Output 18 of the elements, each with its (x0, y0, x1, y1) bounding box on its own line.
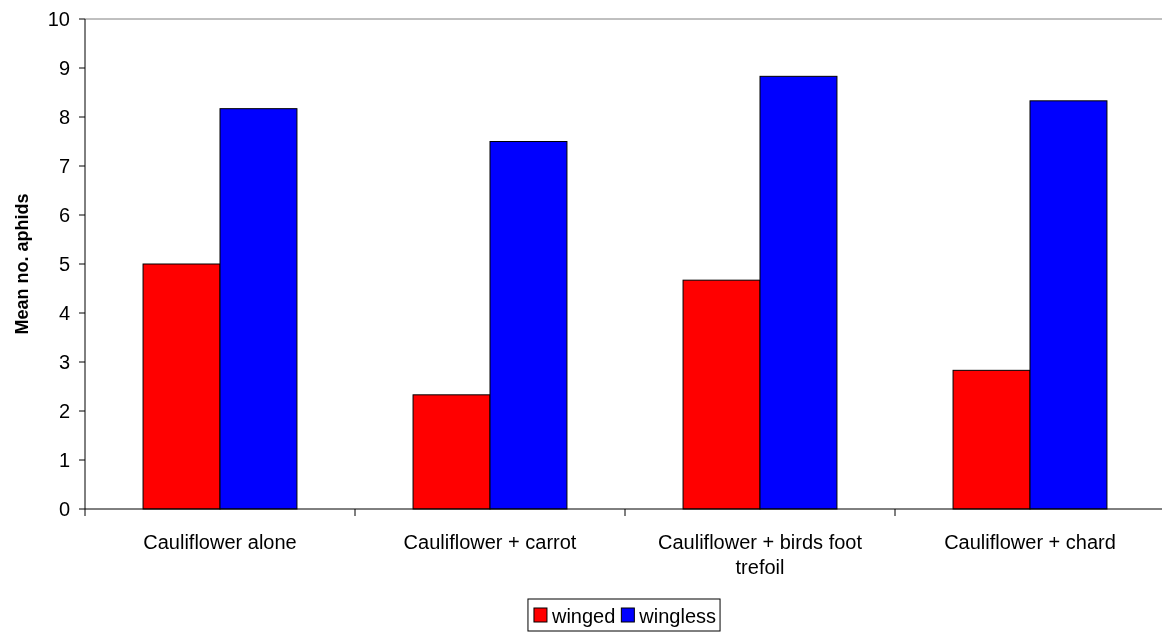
y-tick-label: 5 (58, 253, 70, 275)
y-tick-label: 1 (58, 449, 70, 471)
y-tick-label: 8 (58, 106, 70, 128)
x-tick-label: Cauliflower + carrot (403, 531, 577, 553)
x-tick-label: Cauliflower + birds foot trefoil (658, 531, 863, 578)
y-tick-label: 7 (58, 155, 70, 177)
y-tick-label: 2 (58, 400, 70, 422)
legend-label: wingless (638, 605, 717, 627)
x-tick-label: Cauliflower + chard (944, 531, 1116, 553)
legend-label: winged (550, 605, 616, 627)
y-tick-label: 0 (58, 498, 70, 520)
y-tick-label: 6 (58, 204, 70, 226)
y-tick-label: 10 (47, 8, 70, 30)
y-axis-title: Mean no. aphids (12, 193, 32, 335)
y-tick-label: 9 (58, 57, 70, 79)
x-tick-label: Cauliflower alone (143, 531, 297, 553)
y-tick-label: 4 (58, 302, 70, 324)
y-tick-label: 3 (58, 351, 70, 373)
